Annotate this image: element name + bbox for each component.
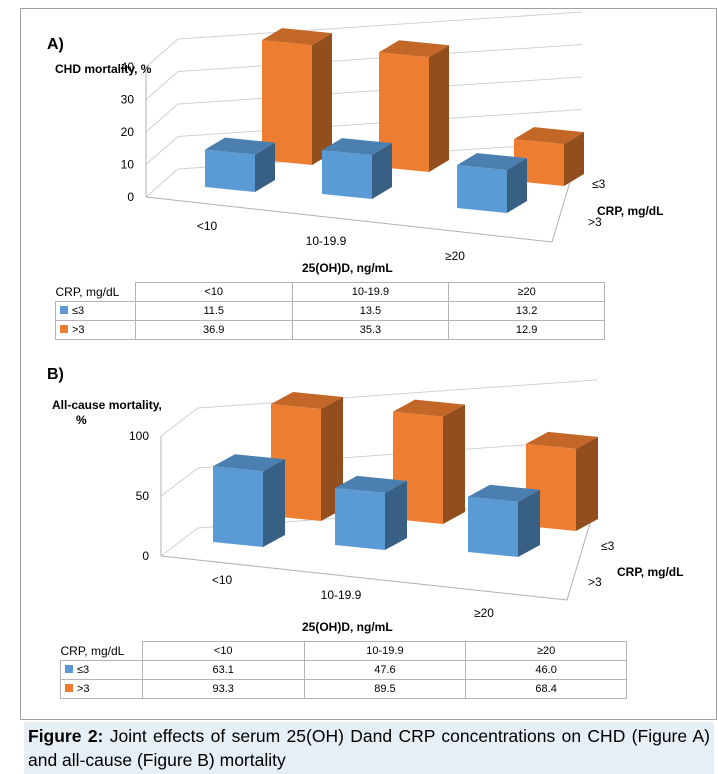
chart-b-xticks: ≤3 >3 <10 10-19.9 ≥20 <box>212 539 615 620</box>
bar-low-crp <box>205 137 275 192</box>
chart-a-xlabel: 25(OH)D, ng/mL <box>302 261 393 275</box>
x-axis-line <box>160 555 568 601</box>
bar-high-crp <box>262 28 332 166</box>
table-cell: 47.6 <box>303 660 467 680</box>
table-cell: 36.9 <box>134 320 293 340</box>
bar-low-crp <box>335 475 407 550</box>
y-tick-label: 0 <box>142 549 149 563</box>
chart-a-zlabel: CRP, mg/dL <box>597 204 663 218</box>
gridline-side <box>145 168 179 198</box>
chart-b-xlabel: 25(OH)D, ng/mL <box>302 620 393 634</box>
chart-b-bars <box>213 392 598 557</box>
legend-swatch-orange <box>60 325 68 333</box>
bar-low-crp <box>213 454 285 547</box>
gridline-side <box>145 136 179 165</box>
chart-a-yticks: 0 10 20 30 40 <box>121 60 135 204</box>
chart-a-gridlines <box>145 11 583 243</box>
table-cell: 89.5 <box>303 679 467 699</box>
table-b-col-header: 10-19.9 <box>303 641 467 661</box>
table-cell: 46.0 <box>465 660 627 680</box>
table-b-col-header: <10 <box>141 641 305 661</box>
x-tick-label: ≥20 <box>445 249 465 263</box>
legend-key-low: ≤3 <box>55 301 136 321</box>
gridline-side <box>160 467 199 497</box>
gridline-side <box>145 71 179 100</box>
x-tick-label: <10 <box>197 219 218 233</box>
z-tick-label: >3 <box>588 215 602 229</box>
gridline-side <box>145 103 179 133</box>
chart-b: B) All-cause mortality, % 0 50 100 ≤3 >3 <10… <box>47 366 683 634</box>
table-cell: 93.3 <box>141 679 305 699</box>
table-row: ≤3 11.5 13.5 13.2 <box>55 301 605 321</box>
table-row: ≤3 63.1 47.6 46.0 <box>60 660 627 680</box>
z-tick-label: >3 <box>588 575 602 589</box>
panel-b-label: B) <box>47 366 64 383</box>
legend-key-high: >3 <box>55 320 136 340</box>
figure-frame <box>20 8 717 720</box>
gridline <box>197 379 598 409</box>
data-table-b: CRP, mg/dL <10 10-19.9 ≥20 ≤3 63.1 47.6 … <box>60 641 627 699</box>
table-a-col-header: <10 <box>134 282 293 302</box>
chart-b-yticks: 0 50 100 <box>129 429 149 563</box>
bar-low-crp <box>322 138 392 199</box>
panel-a-label: A) <box>47 36 64 53</box>
gridline-side <box>160 407 199 437</box>
caption-text: Joint effects of serum 25(OH) Dand CRP c… <box>28 726 710 770</box>
x-tick-label: <10 <box>212 573 233 587</box>
bar-high-crp <box>393 399 465 524</box>
figure-caption: Figure 2: Joint effects of serum 25(OH) … <box>24 722 714 774</box>
table-a-col-header: 10-19.9 <box>291 282 450 302</box>
y-tick-label: 40 <box>121 60 135 74</box>
y-tick-label: 10 <box>121 158 135 172</box>
chart-a-ylabel: CHD mortality, % <box>55 62 152 76</box>
legend-swatch-blue <box>60 306 68 314</box>
data-table-a: CRP, mg/dL <10 10-19.9 ≥20 ≤3 11.5 13.5 … <box>55 282 605 340</box>
legend-key-high: >3 <box>60 679 143 699</box>
chart-b-ylabel-line2: % <box>76 413 87 427</box>
y-tick-label: 50 <box>136 489 150 503</box>
table-a-col-header: ≥20 <box>448 282 605 302</box>
x-axis-line <box>145 196 553 243</box>
table-cell: 13.5 <box>291 301 450 321</box>
bar-low-crp <box>468 484 540 557</box>
gridline-side <box>145 38 179 68</box>
chart-a-bars <box>205 28 584 213</box>
y-tick-label: 100 <box>129 429 149 443</box>
y-tick-label: 0 <box>127 190 134 204</box>
legend-key-low: ≤3 <box>60 660 143 680</box>
x-tick-label: 10-19.9 <box>321 588 362 602</box>
gridline <box>177 11 583 40</box>
gridline-side <box>160 527 199 557</box>
bar-low-crp <box>457 153 527 213</box>
z-tick-label: ≤3 <box>592 177 606 191</box>
y-tick-label: 20 <box>121 125 135 139</box>
chart-b-ylabel-line1: All-cause mortality, <box>52 398 162 412</box>
chart-a-xticks: ≤3 >3 <10 10-19.9 ≥20 <box>197 177 606 263</box>
bar-high-crp <box>379 40 449 172</box>
table-b-col-header: ≥20 <box>465 641 627 661</box>
table-a-row-header: CRP, mg/dL <box>55 284 120 299</box>
table-cell: 11.5 <box>134 301 293 321</box>
caption-label: Figure 2: <box>28 726 104 746</box>
table-b-row-header: CRP, mg/dL <box>60 643 125 658</box>
table-row: >3 93.3 89.5 68.4 <box>60 679 627 699</box>
x-tick-label: ≥20 <box>474 606 494 620</box>
table-cell: 63.1 <box>141 660 305 680</box>
x-tick-label: 10-19.9 <box>306 234 347 248</box>
y-tick-label: 30 <box>121 93 135 107</box>
chart-b-zlabel: CRP, mg/dL <box>617 565 683 579</box>
z-tick-label: ≤3 <box>601 539 615 553</box>
table-cell: 13.2 <box>448 301 605 321</box>
table-cell: 35.3 <box>291 320 450 340</box>
chart-a: A) CHD mortality, % 0 10 20 30 40 ≤3 >3 <10 10-… <box>47 11 663 275</box>
legend-swatch-blue <box>65 665 73 673</box>
legend-swatch-orange <box>65 684 73 692</box>
table-cell: 12.9 <box>448 320 605 340</box>
table-cell: 68.4 <box>465 679 627 699</box>
table-row: >3 36.9 35.3 12.9 <box>55 320 605 340</box>
